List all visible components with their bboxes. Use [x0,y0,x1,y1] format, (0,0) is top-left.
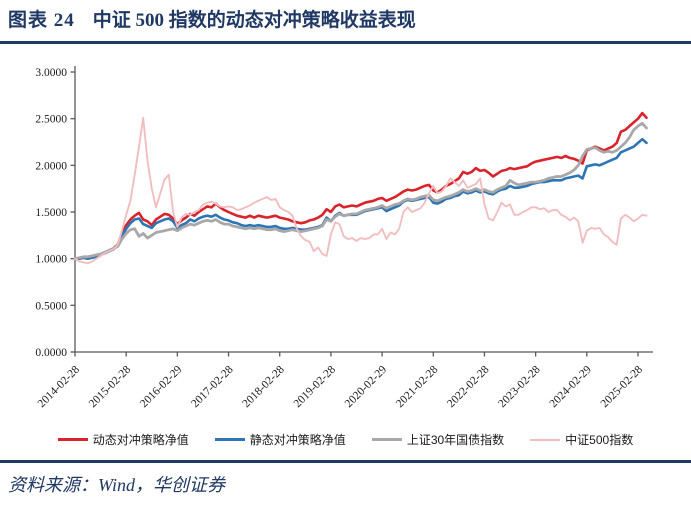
x-tick-label: 2020-02-29 [343,363,390,410]
series-line-0 [73,111,648,261]
legend-swatch-3 [530,438,561,441]
series-line-2 [73,121,648,261]
legend-item-1: 静态对冲策略净值 [214,431,346,448]
figure-label: 图表 24 [8,10,75,31]
legend-swatch-2 [371,438,402,441]
legend-item-3: 中证500指数 [530,431,633,448]
x-tick-label: 2014-02-28 [36,363,83,410]
x-tick-label: 2021-02-28 [394,363,441,410]
footer-divider [0,460,691,463]
series-line-3 [74,116,648,265]
title-divider [0,41,691,44]
legend-label-3: 中证500指数 [565,433,634,447]
y-tick-label: 0.0000 [35,347,67,359]
y-tick-label: 2.5000 [35,114,67,126]
y-tick-label: 1.5000 [35,207,67,219]
x-tick-label: 2019-02-28 [292,363,339,410]
y-tick-label: 3.0000 [35,67,67,79]
x-tick-label: 2017-02-28 [189,363,236,410]
figure-title: 中证 500 指数的动态对冲策略收益表现 [92,10,416,31]
x-tick-label: 2016-02-29 [138,363,185,410]
chart-legend: 动态对冲策略净值 静态对冲策略净值 上证30年国债指数 中证500指数 [0,431,691,448]
x-tick-label: 2022-02-28 [445,363,492,410]
y-tick-label: 2.0000 [35,160,67,172]
legend-label-2: 上证30年国债指数 [406,433,505,447]
legend-label-1: 静态对冲策略净值 [249,433,346,447]
x-tick-label: 2023-02-28 [496,363,543,410]
source-note: 资料来源：Wind，华创证券 [8,475,226,495]
legend-label-0: 动态对冲策略净值 [92,433,189,447]
legend-swatch-1 [214,438,245,441]
x-tick-label: 2015-02-28 [87,363,134,410]
x-tick-label: 2025-02-28 [599,363,646,410]
y-tick-label: 0.5000 [35,300,67,312]
x-tick-label: 2018-02-28 [240,363,287,410]
y-tick-label: 1.0000 [35,254,67,266]
figure-title-row: 图表 24 中证 500 指数的动态对冲策略收益表现 [8,5,416,32]
x-tick-label: 2024-02-29 [548,363,595,410]
legend-item-2: 上证30年国债指数 [371,431,505,448]
legend-swatch-0 [57,438,88,441]
legend-item-0: 动态对冲策略净值 [57,431,189,448]
